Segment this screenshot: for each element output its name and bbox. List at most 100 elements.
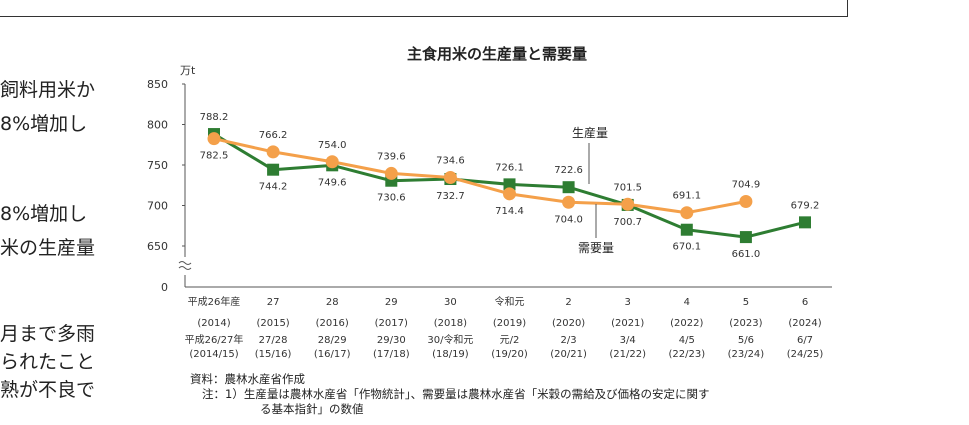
production-label-2: 749.6 (318, 177, 347, 188)
side-text-4: 米の生産量 (0, 237, 96, 259)
series-markers (207, 128, 811, 244)
demand-marker-4 (443, 170, 457, 184)
x-label-2: 28 (326, 297, 339, 308)
demand-label-5: 714.4 (495, 206, 524, 217)
production-label-8: 670.1 (672, 242, 701, 253)
x-label-0: 平成26年産 (188, 295, 241, 308)
x-label-year-3: (2017) (375, 318, 408, 329)
demand-year-sub-0: (2014/15) (189, 349, 238, 360)
demand-marker-8 (680, 206, 694, 220)
demand-marker-6 (562, 195, 576, 209)
x-label-7: 3 (625, 297, 631, 308)
demand-label-7: 701.5 (613, 182, 642, 193)
y-tick-label-700: 700 (147, 200, 168, 213)
demand-year-6: 2/3 (561, 335, 577, 346)
x-label-year-9: (2023) (729, 318, 762, 329)
demand-year-sub-1: (15/16) (255, 349, 292, 360)
note-1: 注：1）生産量は農林水産省「作物統計」、需要量は農林水産省「米穀の需給及び価格の… (202, 387, 710, 401)
production-marker-10 (799, 216, 811, 229)
side-text-7: 熟が不良で (0, 379, 96, 401)
chart-title: 主食用米の生産量と需要量 (407, 45, 587, 63)
demand-year-sub-6: (20/21) (550, 349, 587, 360)
top-frame (0, 0, 848, 17)
production-label-0: 788.2 (200, 112, 229, 123)
data-labels: 788.2 744.2 749.6 730.6 732.7 726.1 722.6 700.7… (200, 112, 820, 260)
side-text-5: 月まで多雨 (0, 323, 96, 345)
production-series-label: 生産量 (572, 125, 608, 140)
axes: 650 700 750 800 850 0 (147, 78, 832, 294)
demand-year-10: 6/7 (797, 335, 813, 346)
notes: 資料：農林水産省作成 注：1）生産量は農林水産省「作物統計」、需要量は農林水産省… (190, 372, 710, 417)
x-label-year-6: (2020) (552, 318, 585, 329)
x-label-year-7: (2021) (611, 318, 644, 329)
y-unit-label: 万t (180, 64, 196, 77)
side-text-2: 8%増加し (0, 113, 88, 135)
demand-label-9: 704.9 (732, 180, 761, 191)
x-label-year-2: (2016) (316, 318, 349, 329)
demand-marker-2 (325, 155, 339, 169)
x-label-10: 6 (802, 297, 808, 308)
x-label-1: 27 (267, 297, 280, 308)
demand-label-8: 691.1 (672, 191, 701, 202)
demand-year-sub-7: (21/22) (609, 349, 646, 360)
production-label-5: 726.1 (495, 162, 524, 173)
production-label-7: 700.7 (613, 217, 642, 228)
y-tick-label-750: 750 (147, 159, 168, 172)
production-label-4: 732.7 (436, 191, 465, 202)
x-label-year-8: (2022) (670, 318, 703, 329)
side-text-3: 8%増加し (0, 203, 88, 225)
x-label-4: 30 (444, 297, 457, 308)
production-marker-6 (562, 181, 575, 194)
production-marker-5 (503, 178, 516, 191)
demand-year-5: 元/2 (500, 335, 520, 346)
demand-year-sub-8: (22/23) (668, 349, 705, 360)
demand-label-1: 766.2 (259, 130, 288, 141)
production-label-1: 744.2 (259, 182, 288, 193)
demand-label-0: 782.5 (200, 151, 229, 162)
x-label-year-1: (2015) (256, 318, 289, 329)
production-label-3: 730.6 (377, 193, 406, 204)
x-labels: 平成26年産 (2014) 平成26/27年 (2014/15) 27 (2015) 27/… (185, 295, 824, 360)
demand-year-7: 3/4 (620, 335, 636, 346)
demand-year-sub-3: (17/18) (373, 349, 410, 360)
x-label-3: 29 (385, 297, 398, 308)
demand-marker-1 (266, 145, 280, 159)
production-marker-1 (267, 163, 280, 176)
demand-year-sub-10: (24/25) (787, 349, 824, 360)
demand-label-6: 704.0 (554, 214, 583, 225)
production-label-6: 722.6 (554, 165, 583, 176)
demand-year-sub-2: (16/17) (314, 349, 351, 360)
x-label-9: 5 (743, 297, 749, 308)
demand-marker-0 (207, 132, 221, 146)
demand-year-sub-4: (18/19) (432, 349, 469, 360)
demand-year-sub-9: (23/24) (728, 349, 765, 360)
production-label-9: 661.0 (732, 249, 761, 260)
demand-year-8: 4/5 (679, 335, 695, 346)
production-label-10: 679.2 (791, 200, 820, 211)
x-label-8: 4 (684, 297, 690, 308)
demand-marker-9 (739, 195, 753, 209)
demand-year-sub-5: (19/20) (491, 349, 528, 360)
x-label-6: 2 (565, 297, 571, 308)
production-marker-9 (739, 231, 752, 244)
demand-year-0: 平成26/27年 (185, 333, 244, 346)
x-label-5: 令和元 (495, 295, 525, 308)
demand-year-4: 30/令和元 (427, 333, 473, 346)
demand-year-1: 27/28 (259, 335, 288, 346)
side-text-6: られたこと (0, 351, 96, 373)
demand-marker-7 (621, 197, 635, 211)
y-tick-label-zero: 0 (161, 281, 168, 294)
demand-marker-3 (384, 166, 398, 180)
y-tick-label-650: 650 (147, 240, 168, 253)
production-marker-8 (680, 223, 693, 236)
x-label-year-4: (2018) (434, 318, 467, 329)
y-tick-label-800: 800 (147, 119, 168, 132)
demand-series-label: 需要量 (578, 241, 614, 255)
series-line-1 (213, 137, 747, 215)
side-text-1: 飼料用米か (0, 79, 96, 101)
demand-marker-5 (503, 187, 516, 201)
y-tick-label-850: 850 (147, 78, 168, 91)
demand-year-3: 29/30 (377, 335, 406, 346)
